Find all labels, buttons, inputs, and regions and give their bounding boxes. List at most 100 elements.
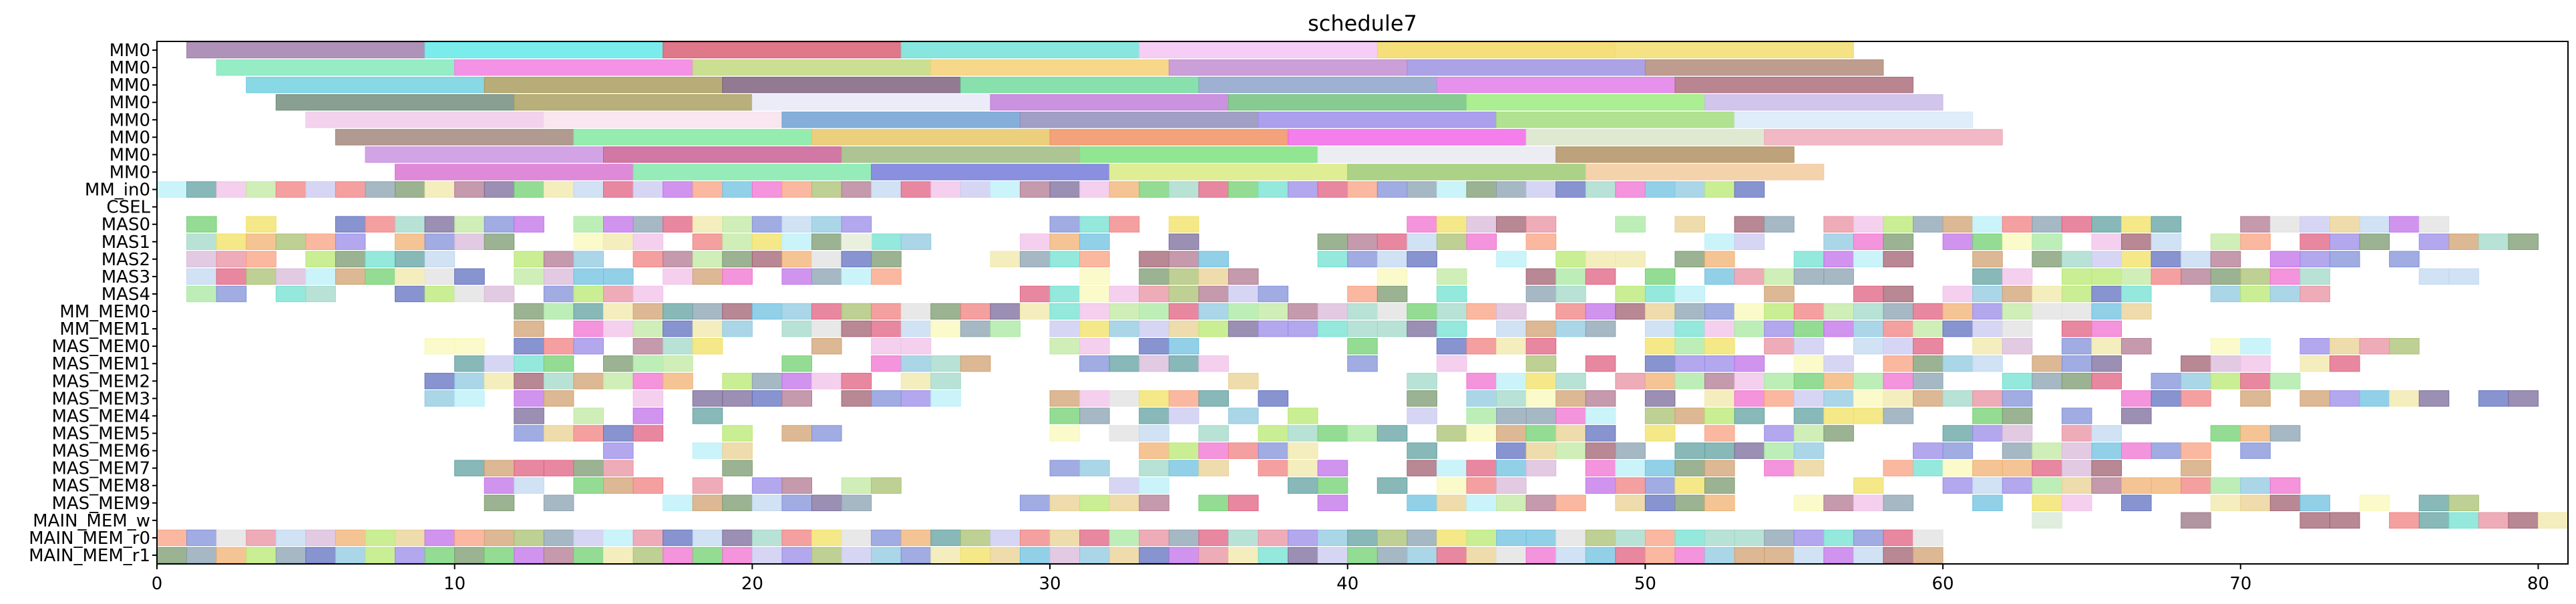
task-bar [1793, 494, 1825, 511]
task-bar [1793, 320, 1825, 337]
task-bar [2091, 355, 2122, 372]
y-tick-label: MM0 [110, 163, 150, 183]
task-bar [1317, 460, 1348, 476]
task-bar [1883, 547, 1914, 564]
task-bar [543, 355, 574, 372]
task-bar [1407, 59, 1646, 76]
y-tick-label: MAS_MEM3 [51, 389, 150, 409]
task-bar [1525, 373, 1557, 390]
task-bar [781, 355, 813, 372]
task-bar [1883, 373, 1914, 390]
task-bar [871, 251, 902, 268]
task-bar [1376, 320, 1408, 337]
task-bar [454, 390, 485, 407]
task-bar [1525, 390, 1557, 407]
task-bar [573, 303, 604, 320]
task-bar [1019, 251, 1051, 268]
task-bar [1883, 390, 1914, 407]
task-bar [1525, 442, 1557, 459]
task-bar [960, 181, 991, 198]
task-bar [1883, 233, 1914, 251]
task-bar [1674, 76, 1913, 94]
task-bar [2181, 442, 2211, 459]
task-bar [2061, 442, 2092, 459]
task-bar [1555, 529, 1586, 547]
task-bar [1288, 477, 1318, 494]
task-bar [930, 303, 961, 320]
task-bar [1049, 181, 1081, 198]
task-bar [1198, 442, 1229, 459]
task-bar [841, 181, 872, 198]
task-bar [930, 373, 961, 390]
task-bar [632, 390, 664, 407]
task-bar [722, 181, 753, 198]
y-tick-label: MAS_MEM2 [51, 371, 150, 392]
x-tick-label: 70 [2229, 574, 2251, 594]
task-bar [1942, 460, 1974, 476]
task-bar [1823, 251, 1854, 268]
task-bar [781, 373, 813, 390]
task-bar [722, 216, 753, 233]
task-bar [632, 425, 664, 442]
task-bar [1555, 181, 1586, 198]
task-bar [1525, 285, 1557, 303]
task-bar [395, 216, 425, 233]
task-bar [930, 181, 961, 198]
task-bar [2240, 477, 2271, 494]
task-bar [751, 547, 783, 564]
task-bar [603, 233, 634, 251]
y-tick-label: MM0 [110, 128, 150, 148]
task-bar [1525, 494, 1557, 511]
task-bar [1466, 425, 1497, 442]
task-bar [1317, 547, 1348, 564]
task-bar [514, 390, 544, 407]
task-bar [454, 59, 693, 76]
task-bar [1704, 408, 1735, 424]
task-bar [1585, 477, 1616, 494]
task-bar [246, 181, 277, 198]
task-bar [1942, 425, 1974, 442]
task-bar [1407, 233, 1437, 251]
task-bar [1674, 320, 1706, 337]
task-bar [1734, 529, 1765, 547]
task-bar [1496, 547, 1527, 564]
task-bar [632, 251, 664, 268]
task-bar [632, 373, 664, 390]
task-bar [514, 529, 544, 547]
task-bar [1258, 390, 1289, 407]
task-bar [1555, 303, 1586, 320]
task-bar [960, 355, 991, 372]
task-bar [2121, 303, 2152, 320]
task-bar [1615, 285, 1646, 303]
task-bar [365, 529, 396, 547]
task-bar [186, 547, 217, 564]
task-bar [514, 408, 544, 424]
task-bar [871, 164, 1110, 180]
task-bar [722, 320, 753, 337]
task-bar [1585, 460, 1616, 476]
task-bar [1764, 442, 1795, 459]
task-bar [1407, 320, 1437, 337]
task-bar [2121, 285, 2152, 303]
task-bar [1347, 164, 1586, 180]
task-bar [484, 547, 515, 564]
task-bar [573, 251, 604, 268]
task-bar [1198, 285, 1229, 303]
task-bar [900, 355, 932, 372]
task-bar [2002, 337, 2033, 355]
task-bar [2002, 477, 2033, 494]
task-bar [543, 373, 574, 390]
task-bar [246, 251, 277, 268]
task-bar [216, 251, 247, 268]
task-bar [1376, 251, 1408, 268]
task-bar [1139, 181, 1169, 198]
task-bar [1228, 529, 1259, 547]
task-bar [1585, 408, 1616, 424]
task-bar [1347, 233, 1378, 251]
task-bar [1496, 251, 1527, 268]
task-bar [1049, 216, 1081, 233]
task-bar [1674, 355, 1706, 372]
task-bar [454, 268, 485, 285]
task-bar [781, 251, 813, 268]
task-bar [1168, 216, 1200, 233]
